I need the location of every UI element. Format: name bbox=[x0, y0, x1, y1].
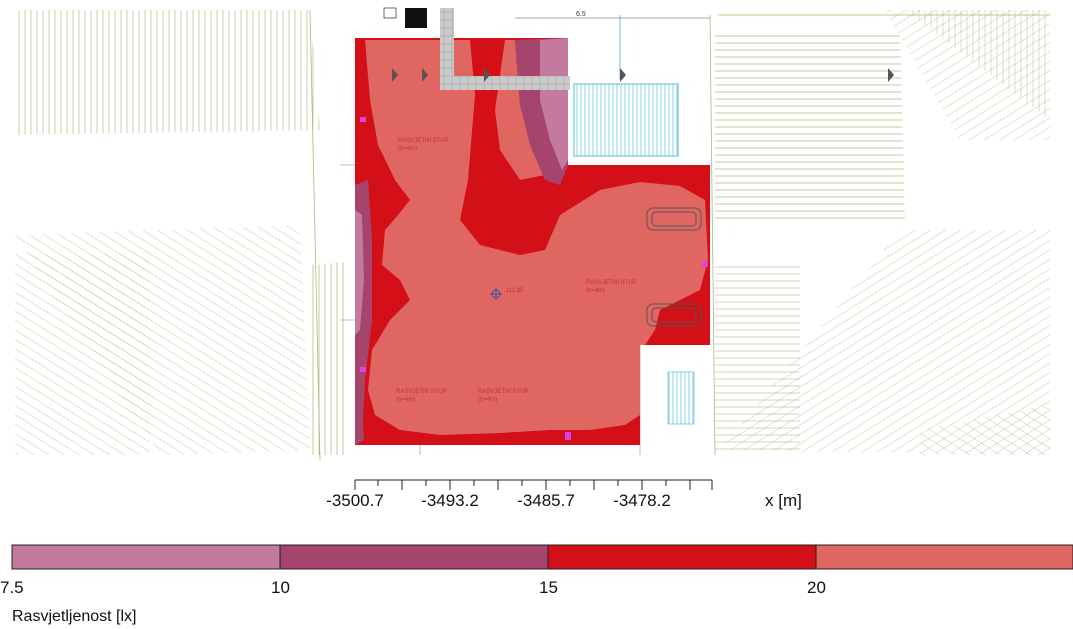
x-axis-minor-ticks bbox=[354, 480, 713, 490]
pole-marker-2 bbox=[702, 262, 708, 267]
pole-label-3: RASVJETNI STUP bbox=[396, 389, 447, 395]
level-marker: 111.85 6.5 bbox=[490, 11, 586, 300]
legend-band-15-20 bbox=[547, 544, 817, 570]
zone-20-plus-top bbox=[495, 40, 545, 180]
pool bbox=[573, 83, 695, 425]
zone-10-15-left-low bbox=[355, 395, 364, 445]
legend-band-7-5-10 bbox=[11, 544, 281, 570]
pole-label-2: RASVJETNI STUP bbox=[586, 280, 637, 286]
pole-height-3: (h=4m) bbox=[396, 397, 415, 403]
x-tick-label-1: -3500.7 bbox=[326, 491, 384, 510]
legend-band-10-15 bbox=[279, 544, 549, 570]
walkway bbox=[383, 7, 570, 90]
level-label: 111.85 bbox=[506, 288, 524, 294]
zone-7-5-10-top bbox=[540, 38, 568, 170]
legend-label-15: 15 bbox=[539, 578, 558, 597]
legend-title: Rasvjetljenost [lx] bbox=[12, 608, 137, 625]
section-markers bbox=[392, 68, 894, 82]
zone-20-plus bbox=[365, 40, 708, 435]
pole-height-2: (h=4m) bbox=[586, 288, 605, 294]
zone-7-5-10-left bbox=[355, 210, 364, 335]
legend-colorbar bbox=[11, 544, 1073, 570]
pole-marker-3 bbox=[360, 367, 366, 372]
parking-cars bbox=[646, 207, 702, 327]
pole-label-4: RASVJETNI STUP bbox=[478, 389, 529, 395]
illuminance-zones bbox=[355, 38, 710, 445]
pole-height-4: (h=4m) bbox=[478, 397, 497, 403]
legend-band-20-plus bbox=[815, 544, 1073, 570]
dimension-label: 6.5 bbox=[576, 11, 586, 18]
pole-label-1: RASVJETNI STUP bbox=[398, 138, 449, 144]
legend-label-10: 10 bbox=[271, 578, 290, 597]
surroundings-hatching bbox=[15, 10, 1050, 455]
pole-marker-4 bbox=[565, 432, 571, 440]
legend-label-7-5: 7.5 bbox=[0, 578, 24, 597]
x-tick-label-4: -3478.2 bbox=[613, 491, 671, 510]
pole-height-1: (h=4m) bbox=[398, 146, 417, 152]
x-axis: -3500.7 -3493.2 -3485.7 -3478.2 x [m] bbox=[326, 479, 802, 510]
legend-label-20: 20 bbox=[807, 578, 826, 597]
x-axis-title: x [m] bbox=[765, 491, 802, 510]
pole-marker-1 bbox=[360, 117, 366, 122]
x-tick-label-2: -3493.2 bbox=[421, 491, 479, 510]
light-poles: RASVJETNI STUP (h=4m) RASVJETNI STUP (h=… bbox=[360, 117, 708, 440]
x-tick-label-3: -3485.7 bbox=[517, 491, 575, 510]
